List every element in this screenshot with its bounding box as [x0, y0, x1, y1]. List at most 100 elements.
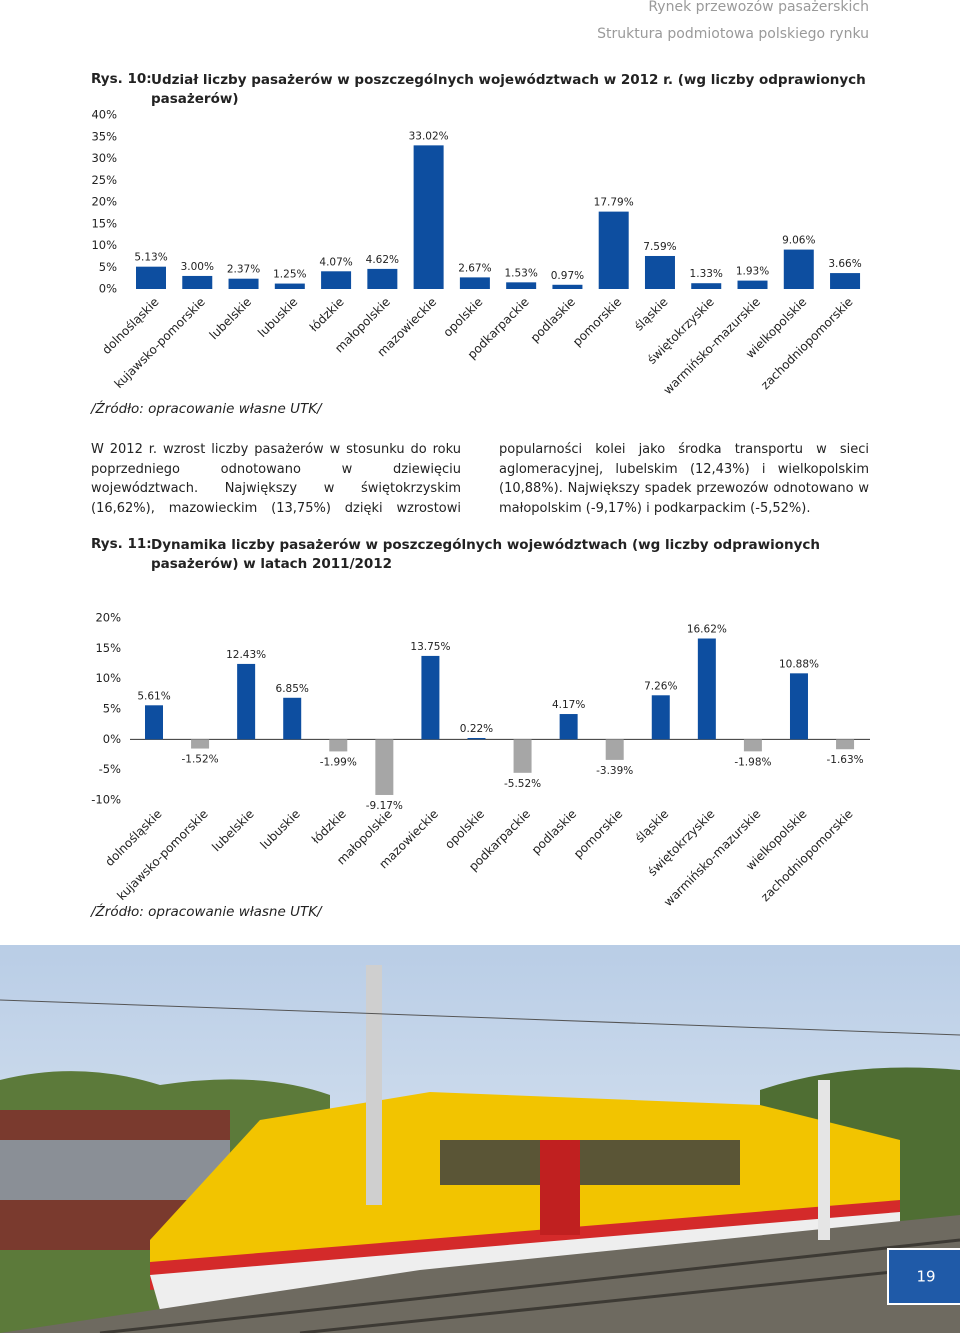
x-tick-label: lubelskie	[207, 295, 255, 343]
bar	[136, 266, 166, 289]
body-text: W 2012 r. wzrost liczby pasażerów w stos…	[91, 442, 869, 516]
bar	[651, 695, 670, 740]
figure-label: Rys. 11:	[91, 536, 152, 552]
x-tick-label: opolskie	[441, 295, 486, 340]
bar	[598, 211, 629, 289]
x-tick-label: łódzkie	[309, 807, 349, 847]
bar	[830, 273, 861, 289]
page-number-box: 19	[887, 1248, 960, 1305]
x-tick-label: kujawsko-pomorskie	[114, 807, 210, 903]
y-tick-label: 15%	[91, 216, 117, 230]
data-label: 13.75%	[410, 641, 450, 653]
data-label: 4.07%	[319, 256, 352, 268]
x-tick-label: łódzkie	[307, 295, 347, 335]
y-tick-label: 15%	[95, 641, 121, 655]
data-label: 0.97%	[551, 270, 584, 282]
bar	[283, 697, 302, 740]
bar	[228, 278, 259, 289]
data-label: -1.63%	[826, 754, 863, 766]
y-tick-label: 0%	[103, 732, 121, 746]
bar	[459, 277, 490, 289]
data-label: 4.17%	[552, 699, 585, 711]
data-label: 5.61%	[137, 690, 170, 702]
x-tick-label: pomorskie	[570, 295, 624, 349]
bar	[367, 268, 398, 289]
figure-title: Udział liczby pasażerów w poszczególnych…	[151, 72, 866, 107]
data-label: 12.43%	[226, 649, 266, 661]
data-label: 1.93%	[736, 266, 769, 278]
data-label: 1.33%	[690, 268, 723, 280]
bar	[737, 280, 768, 289]
y-tick-label: 35%	[91, 129, 117, 143]
data-label: 9.06%	[782, 235, 815, 247]
source: /Źródło: opracowanie własne UTK/	[91, 904, 322, 920]
y-tick-label: 25%	[91, 173, 117, 187]
bar	[559, 714, 578, 740]
photo	[0, 945, 960, 1333]
bar	[375, 739, 394, 795]
bar	[321, 271, 352, 289]
y-tick-label: 40%	[91, 108, 117, 122]
bar	[329, 739, 348, 752]
data-label: 4.62%	[366, 254, 399, 266]
bar	[421, 655, 440, 740]
y-tick-label: 0%	[99, 282, 117, 296]
y-tick-label: -5%	[99, 762, 121, 776]
bar	[145, 705, 163, 740]
data-label: -3.39%	[596, 765, 633, 777]
x-tick-label: śląskie	[633, 807, 672, 846]
x-tick-label: zachodniopomorskie	[758, 807, 856, 905]
y-tick-label: 20%	[95, 611, 121, 625]
bar	[552, 284, 583, 289]
y-tick-label: 5%	[99, 260, 117, 274]
header-subtitle: Struktura podmiotowa polskiego rynku	[597, 26, 869, 42]
x-tick-label: lubuskie	[257, 807, 302, 852]
bar	[836, 739, 855, 750]
bar	[783, 249, 814, 289]
bar	[191, 739, 210, 749]
data-label: 16.62%	[687, 624, 727, 636]
data-label: 1.25%	[273, 269, 306, 281]
page-number: 19	[916, 1268, 935, 1286]
data-label: 5.13%	[134, 252, 167, 264]
x-tick-label: pomorskie	[571, 807, 625, 861]
y-tick-label: 5%	[103, 702, 121, 716]
bar	[467, 737, 486, 740]
data-label: -9.17%	[366, 800, 403, 812]
data-label: 33.02%	[409, 130, 449, 142]
data-label: 1.53%	[504, 267, 537, 279]
data-label: 17.79%	[594, 197, 634, 209]
x-tick-label: kujawsko-pomorskie	[112, 295, 208, 391]
data-label: 6.85%	[276, 683, 309, 695]
bar	[789, 673, 808, 740]
bar	[413, 145, 444, 289]
bar	[182, 275, 213, 289]
data-label: -1.52%	[181, 754, 218, 766]
data-label: 10.88%	[779, 658, 819, 670]
figure-label: Rys. 10:	[91, 71, 152, 87]
x-tick-label: lubelskie	[209, 807, 257, 855]
data-label: 7.26%	[644, 680, 677, 692]
data-label: 3.00%	[181, 261, 214, 273]
bar	[237, 663, 256, 740]
figure-title: Dynamika liczby pasażerów w poszczególny…	[151, 537, 821, 572]
x-tick-label: śląskie	[632, 295, 671, 334]
bar	[697, 638, 716, 740]
source: /Źródło: opracowanie własne UTK/	[91, 401, 322, 417]
y-tick-label: 30%	[91, 151, 117, 165]
bar	[506, 282, 537, 289]
bar	[605, 739, 624, 760]
x-tick-label: zachodniopomorskie	[758, 295, 856, 393]
x-tick-label: opolskie	[442, 807, 487, 852]
data-label: -5.52%	[504, 778, 541, 790]
data-label: -1.99%	[320, 756, 357, 768]
data-label: 2.67%	[458, 262, 491, 274]
bar	[513, 739, 532, 773]
bar	[644, 255, 675, 289]
bar	[274, 283, 305, 289]
bar	[743, 739, 762, 752]
y-tick-label: -10%	[91, 793, 121, 807]
data-label: 3.66%	[828, 258, 861, 270]
